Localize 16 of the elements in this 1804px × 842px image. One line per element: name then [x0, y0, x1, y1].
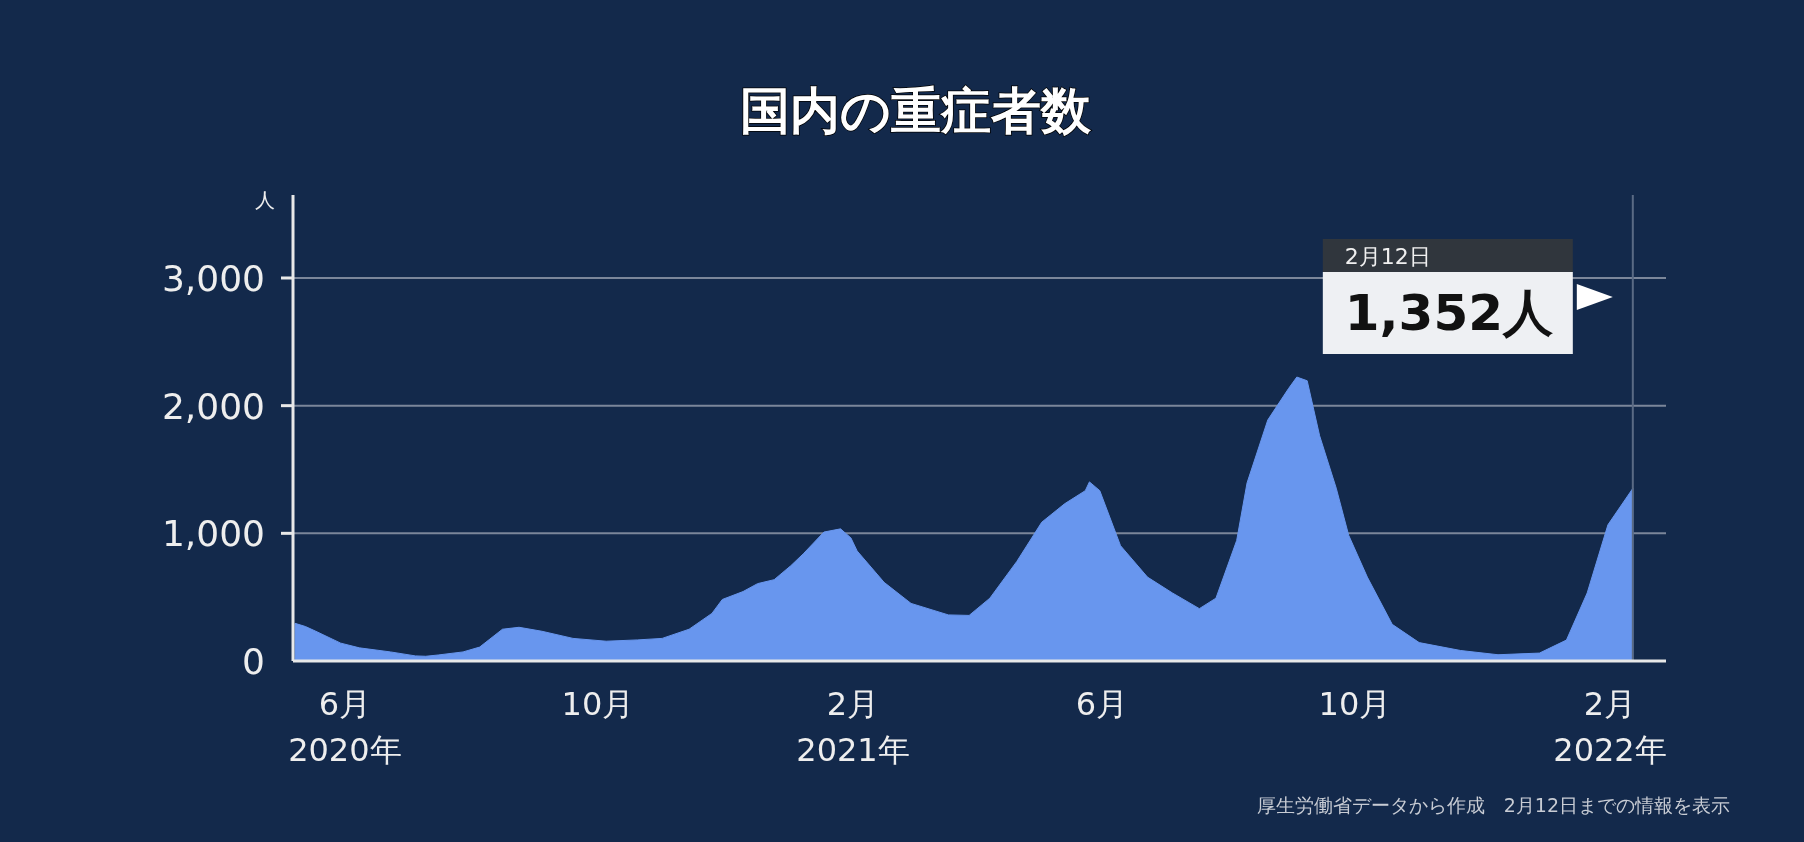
y-tick-label: 2,000 — [161, 385, 265, 427]
x-tick-label: 2月 2022年 — [1553, 685, 1667, 769]
y-tick-label: 0 — [242, 641, 265, 682]
x-tick-label: 6月 2020年 — [288, 685, 402, 769]
text: 厚生労働省データから作成 2月12日までの情報を表示 — [1256, 794, 1730, 816]
x-tick-label: 10月 — [561, 685, 635, 723]
annotation: 2月12日 — [1344, 244, 1431, 269]
x-tick-label: 10月 — [1318, 685, 1392, 723]
y-axis-title: 人 — [255, 188, 275, 212]
chart-title: 国内の重症者数 — [739, 82, 1092, 140]
x-tick-label: 2月 2021年 — [796, 685, 910, 769]
callout: 2月12日 1,352人 — [1322, 239, 1573, 354]
x-tick-label: 6月 — [1075, 685, 1129, 723]
annotation: 1,352人 — [1344, 284, 1553, 342]
y-tick-label: 3,000 — [161, 257, 265, 299]
y-tick-label: 1,000 — [161, 513, 265, 555]
